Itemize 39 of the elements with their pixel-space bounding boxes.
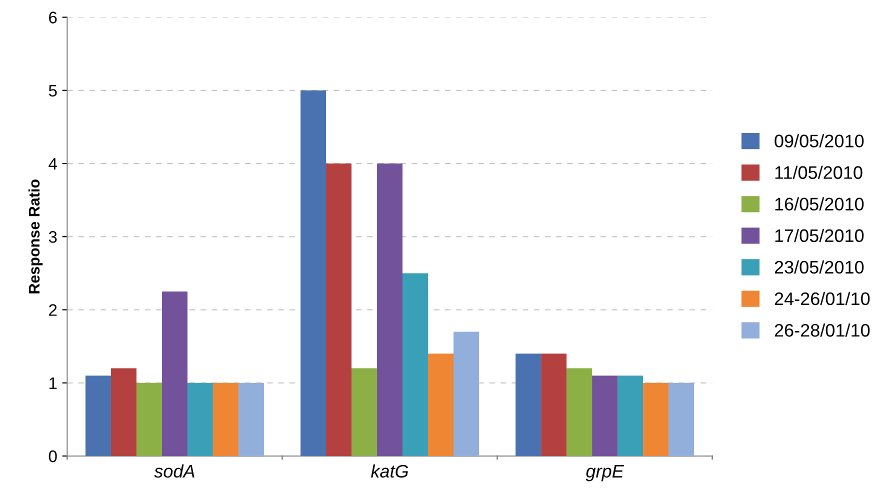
y-tick-label: 1 [49, 377, 57, 389]
bar [643, 382, 669, 456]
legend-label: 16/05/2010 [775, 197, 864, 211]
bar [352, 368, 378, 456]
bar [136, 382, 162, 456]
bar [592, 376, 618, 456]
bar [212, 382, 238, 456]
bar [85, 376, 111, 456]
bar [326, 164, 352, 456]
bar [187, 382, 213, 456]
y-tick-label: 3 [48, 231, 57, 243]
bar [402, 273, 428, 456]
bar [428, 354, 454, 456]
bar [668, 382, 694, 456]
bar [566, 368, 592, 456]
bar [300, 90, 326, 456]
bar [541, 354, 567, 456]
y-axis-title: Response Ratio [28, 180, 43, 294]
y-tick-label: 2 [49, 304, 57, 316]
x-tick-label: katG [370, 464, 408, 478]
legend-label: 11/05/2010 [775, 166, 862, 179]
legend-label: 17/05/2010 [775, 228, 864, 242]
legend-label: 24-26/01/10 [774, 292, 870, 306]
bar [162, 291, 188, 456]
legend-label: 09/05/2010 [774, 134, 864, 148]
bar [377, 164, 403, 456]
x-tick-label: grpE [586, 465, 624, 482]
y-tick-label: 0 [48, 450, 57, 462]
legend-label: 23/05/2010 [774, 260, 864, 274]
y-tick-label: 4 [48, 158, 57, 170]
bar [618, 376, 644, 456]
legend-label: 26-28/01/10 [774, 323, 870, 337]
x-tick-label: sodA [154, 464, 194, 478]
y-tick-label: 6 [49, 12, 57, 24]
bar [238, 382, 264, 456]
bar [110, 368, 136, 456]
bar [516, 354, 542, 456]
bar [454, 332, 479, 456]
y-tick-label: 5 [48, 84, 57, 97]
